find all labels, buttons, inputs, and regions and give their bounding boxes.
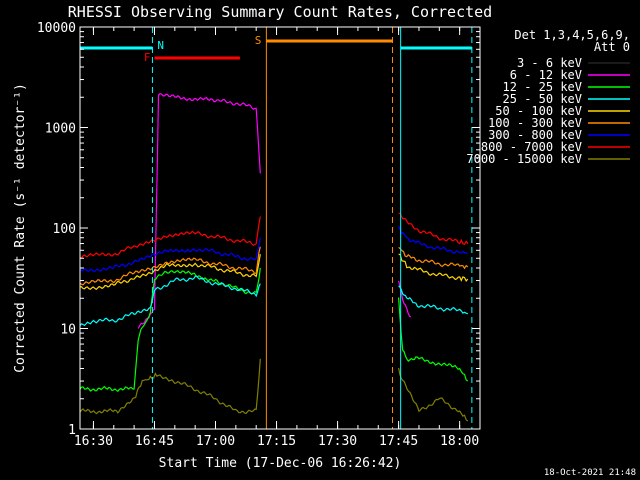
legend-header-2: Att 0 — [594, 40, 630, 54]
plot-frame — [79, 26, 481, 430]
legend-entry-label: 100 - 300 keV — [488, 116, 582, 130]
chart-title: RHESSI Observing Summary Count Rates, Co… — [68, 3, 492, 21]
legend-entry-label: 800 - 7000 keV — [481, 140, 582, 154]
legend-entry-label: 7000 - 15000 keV — [466, 152, 582, 166]
series-line — [137, 93, 412, 329]
y-axis-label: Corrected Count Rate (s⁻¹ detector⁻¹) — [13, 83, 28, 373]
series-line — [80, 212, 469, 259]
legend-entry-label: 300 - 800 keV — [488, 128, 582, 142]
series-line — [133, 108, 412, 369]
x-tick-label: 17:45 — [379, 434, 418, 449]
y-tick-label: 1000 — [45, 122, 76, 137]
legend-entry-label: 3 - 6 keV — [517, 56, 582, 70]
night-bar-label: N — [157, 39, 164, 52]
series-line — [79, 267, 469, 393]
x-axis-label: Start Time (17-Dec-06 16:26:42) — [159, 456, 402, 471]
x-tick-label: 17:00 — [196, 434, 235, 449]
legend-entry-label: 50 - 100 keV — [495, 104, 582, 118]
footer-date: 18-Oct-2021 21:48 — [544, 468, 636, 478]
y-tick-label: 100 — [53, 222, 76, 237]
legend-header-1: Det 1,3,4,5,6,9, — [514, 28, 630, 42]
annotation-layer: NF S — [79, 27, 473, 429]
series-layer — [79, 93, 469, 422]
x-tick-label: 16:30 — [74, 434, 113, 449]
x-tick-label: 17:30 — [318, 434, 357, 449]
x-axis: 16:30 16:45 17:00 17:15 17:30 17:45 18:00 — [74, 27, 481, 449]
series-line — [79, 358, 469, 422]
legend-entry-label: 6 - 12 keV — [510, 68, 582, 82]
flare-bar-label: F — [144, 51, 151, 64]
x-tick-label: 18:00 — [440, 434, 479, 449]
series-line — [79, 225, 468, 273]
y-tick-label: 10 — [60, 323, 76, 338]
x-tick-label: 17:15 — [257, 434, 296, 449]
series-line — [79, 246, 469, 286]
series-line — [79, 253, 469, 291]
y-axis: 1 10 100 1000 10000 — [37, 21, 480, 438]
legend-entry-label: 25 - 50 keV — [503, 92, 582, 106]
x-tick-label: 16:45 — [135, 434, 174, 449]
y-tick-label: 1 — [68, 423, 76, 438]
y-tick-label: 10000 — [37, 21, 76, 36]
legend-entry-label: 12 - 25 keV — [503, 80, 582, 94]
saa-bar-label: S — [255, 34, 262, 47]
series-line — [79, 275, 469, 327]
